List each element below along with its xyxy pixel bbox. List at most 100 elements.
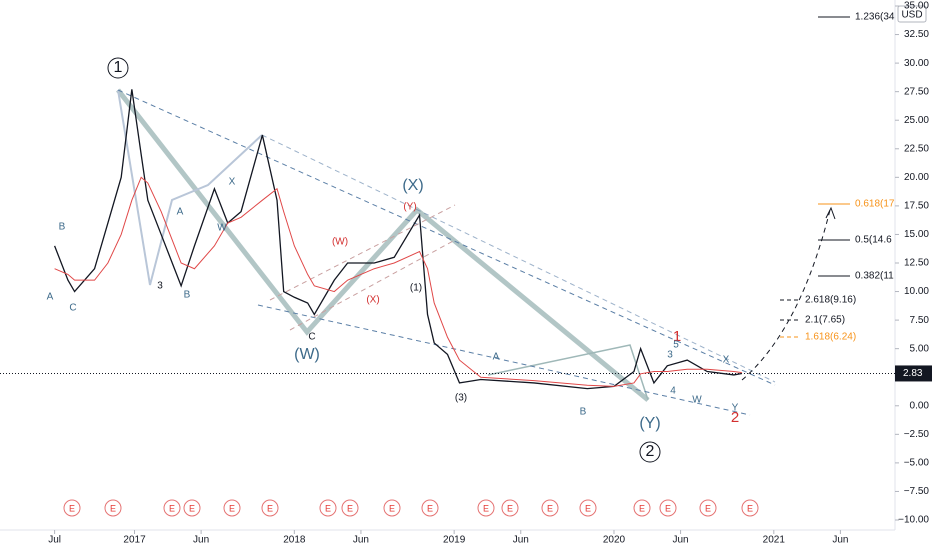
wave-label: 1 xyxy=(673,328,681,345)
wave-label: W xyxy=(692,395,702,406)
x-tick-label: Jun xyxy=(513,535,529,546)
wave-label: X xyxy=(229,177,236,188)
event-label: E xyxy=(347,503,353,513)
event-marker xyxy=(319,499,337,517)
x-tick-label: Jun xyxy=(832,535,848,546)
price-line xyxy=(54,176,742,387)
projection xyxy=(741,209,831,381)
event-marker xyxy=(659,499,677,517)
event-marker xyxy=(383,499,401,517)
y-tick-label: 0.00 xyxy=(910,400,930,411)
event-label: E xyxy=(747,503,753,513)
y-tick-label: 17.50 xyxy=(904,201,929,212)
wave-label: (Y) xyxy=(403,202,416,213)
trend-line xyxy=(261,134,776,383)
event-marker xyxy=(501,499,519,517)
event-marker xyxy=(477,499,495,517)
event-label: E xyxy=(169,503,175,513)
x-tick-label: 2020 xyxy=(603,535,626,546)
drawings xyxy=(107,57,836,463)
wave-connector xyxy=(487,344,649,401)
y-tick-label: 15.00 xyxy=(904,229,929,240)
y-tick-label: 20.00 xyxy=(904,172,929,183)
event-label: E xyxy=(705,503,711,513)
y-tick-label: 25.00 xyxy=(904,115,929,126)
wave-label: A xyxy=(47,292,54,303)
event-marker xyxy=(223,499,241,517)
wave-label: (W) xyxy=(332,237,348,248)
fib-label: 1.236(34 xyxy=(855,12,895,23)
wave-label: B xyxy=(59,222,66,233)
currency-box xyxy=(897,5,927,23)
wave-label: (Y) xyxy=(639,415,660,432)
event-label: E xyxy=(665,503,671,513)
x-tick-label: Jun xyxy=(193,535,209,546)
fib-label: 1.618(6.24) xyxy=(805,332,856,343)
y-tick-label: 30.00 xyxy=(904,58,929,69)
wave-label: (X) xyxy=(402,177,423,194)
event-marker xyxy=(633,499,651,517)
x-tick-label: 2018 xyxy=(283,535,306,546)
wave-label: C xyxy=(308,332,315,343)
event-marker xyxy=(541,499,559,517)
wave-label: B xyxy=(184,290,191,301)
y-tick-label: 10.00 xyxy=(904,286,929,297)
last-value-box xyxy=(895,365,932,382)
wave-label: (3) xyxy=(455,393,467,404)
trend-line xyxy=(257,304,751,416)
price-line xyxy=(53,89,742,390)
event-marker xyxy=(341,499,359,517)
y-tick-label: −10.00 xyxy=(898,515,929,526)
projection-arrow xyxy=(825,206,836,220)
channel-line xyxy=(289,239,456,331)
circle-mark xyxy=(107,57,129,79)
wave-label: 3 xyxy=(157,281,163,292)
event-label: E xyxy=(547,503,553,513)
trend-line xyxy=(117,89,776,386)
event-label: E xyxy=(585,503,591,513)
wave-label: 4 xyxy=(670,386,676,397)
circle-mark xyxy=(639,441,661,463)
wave-label: (W) xyxy=(294,346,320,363)
event-label: E xyxy=(483,503,489,513)
event-label: E xyxy=(229,503,235,513)
wave-connector xyxy=(116,88,650,402)
fib-label: 2.618(9.16) xyxy=(805,295,856,306)
event-label: E xyxy=(389,503,395,513)
event-label: E xyxy=(427,503,433,513)
wave-label: A xyxy=(493,352,500,363)
event-marker xyxy=(261,499,279,517)
wave-label: 1 xyxy=(114,59,123,76)
wave-label: W xyxy=(217,223,227,234)
event-marker xyxy=(104,499,122,517)
y-tick-label: 7.50 xyxy=(910,315,930,326)
event-marker xyxy=(579,499,597,517)
event-label: E xyxy=(69,503,75,513)
fib-label: 0.5(14.6 xyxy=(855,235,892,246)
wave-label: 2 xyxy=(731,409,739,426)
wave-label: 5 xyxy=(673,340,679,351)
event-label: E xyxy=(507,503,513,513)
wave-label: (1) xyxy=(410,283,422,294)
event-label: E xyxy=(325,503,331,513)
x-tick-label: Jul xyxy=(48,535,61,546)
wave-label: 2 xyxy=(646,443,655,460)
event-marker xyxy=(163,499,181,517)
y-tick-label: 35.00 xyxy=(904,1,929,12)
y-tick-label: 27.50 xyxy=(904,86,929,97)
wave-label: X xyxy=(723,355,730,366)
fib-label: 2.1(7.65) xyxy=(805,315,845,326)
y-tick-label: 5.00 xyxy=(910,343,930,354)
y-tick-label: −2.50 xyxy=(904,429,930,440)
y-tick-label: −7.50 xyxy=(904,486,930,497)
last-value-label: 2.83 xyxy=(903,368,923,379)
currency: USD xyxy=(901,10,922,21)
channel-line xyxy=(269,204,456,301)
fib-label: 0.618(17 xyxy=(855,199,895,210)
event-label: E xyxy=(110,503,116,513)
y-tick-label: 32.50 xyxy=(904,29,929,40)
x-tick-label: 2019 xyxy=(443,535,466,546)
wave-label: A xyxy=(177,207,184,218)
